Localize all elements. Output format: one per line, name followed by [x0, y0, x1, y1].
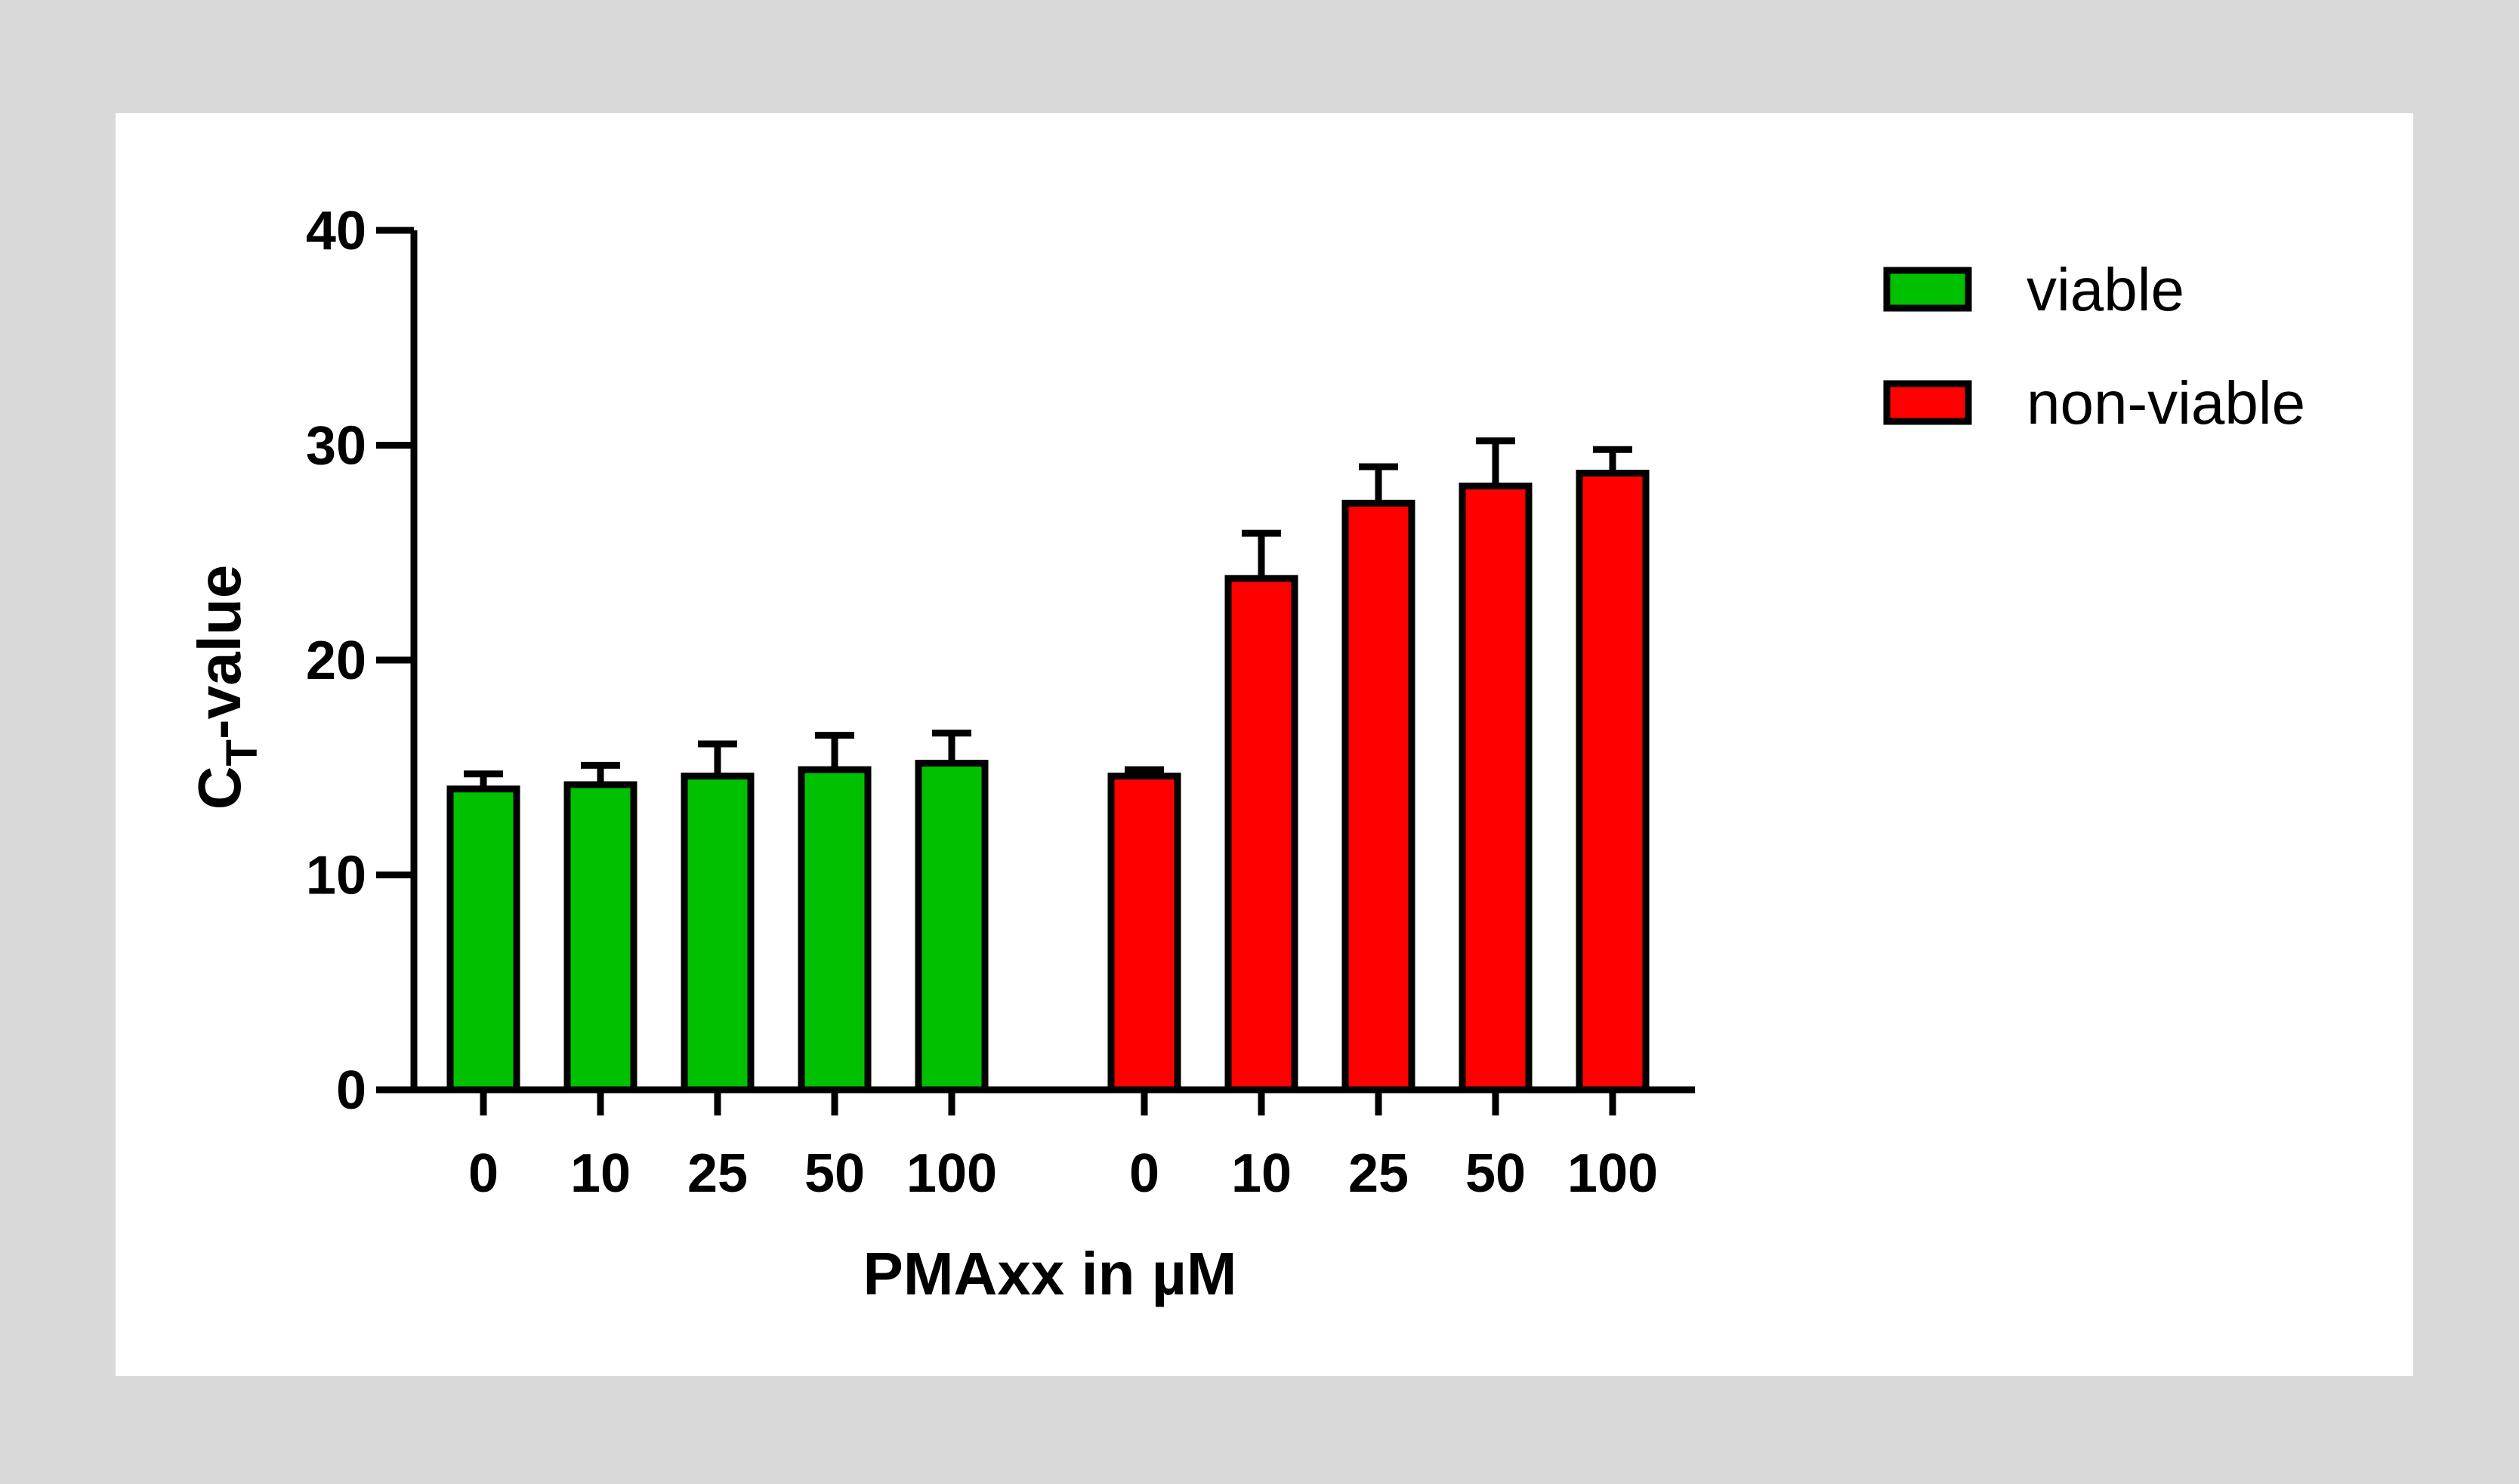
bar-viable-100 [915, 760, 989, 1094]
x-tick-label: 25 [687, 1143, 748, 1204]
x-tick-label: 10 [570, 1143, 631, 1204]
y-axis-title-main: C [186, 766, 253, 810]
x-axis-title: PMAxx in µM [863, 1240, 1236, 1307]
y-axis-title: CT-value [186, 565, 267, 810]
bar-viable-10 [563, 781, 637, 1094]
y-tick-label: 30 [306, 416, 366, 477]
bars-layer [446, 469, 1650, 1094]
bar-non-viable-50 [1459, 483, 1533, 1094]
bar-viable-50 [798, 766, 872, 1094]
bar-non-viable-0 [1107, 773, 1181, 1094]
legend-label-viable: viable [2027, 256, 2184, 323]
y-axis-title-subscript: T [218, 739, 267, 766]
bar-viable-0 [446, 785, 520, 1094]
y-ticks: 0 10 20 30 40 [306, 201, 414, 1121]
legend: viable non-viable [1883, 256, 2305, 437]
bar-non-viable-25 [1341, 499, 1415, 1094]
x-tick-label: 50 [804, 1143, 865, 1204]
x-tick-label: 25 [1348, 1143, 1409, 1204]
error-bars-layer [464, 437, 1632, 789]
bar-non-viable-10 [1224, 575, 1298, 1094]
x-tick-label: 50 [1465, 1143, 1526, 1204]
x-tick-label: 100 [1567, 1143, 1658, 1204]
x-tick-label: 100 [906, 1143, 997, 1204]
legend-swatch-non-viable [1883, 380, 1972, 425]
y-tick-label: 40 [306, 201, 366, 261]
legend-label-non-viable: non-viable [2027, 369, 2305, 437]
y-tick-label: 10 [306, 846, 366, 906]
x-tick-label: 0 [468, 1143, 499, 1204]
y-tick-label: 0 [336, 1060, 366, 1121]
x-tick-label: 10 [1231, 1143, 1292, 1204]
y-axis-title-suffix: -value [186, 565, 253, 739]
x-tick-label: 0 [1129, 1143, 1159, 1204]
x-ticks: 0 10 25 50 100 0 10 25 50 100 [468, 1090, 1658, 1204]
y-tick-label: 20 [306, 631, 366, 691]
bar-viable-25 [681, 773, 755, 1094]
legend-swatch-viable [1883, 267, 1972, 312]
bar-non-viable-100 [1576, 469, 1650, 1094]
